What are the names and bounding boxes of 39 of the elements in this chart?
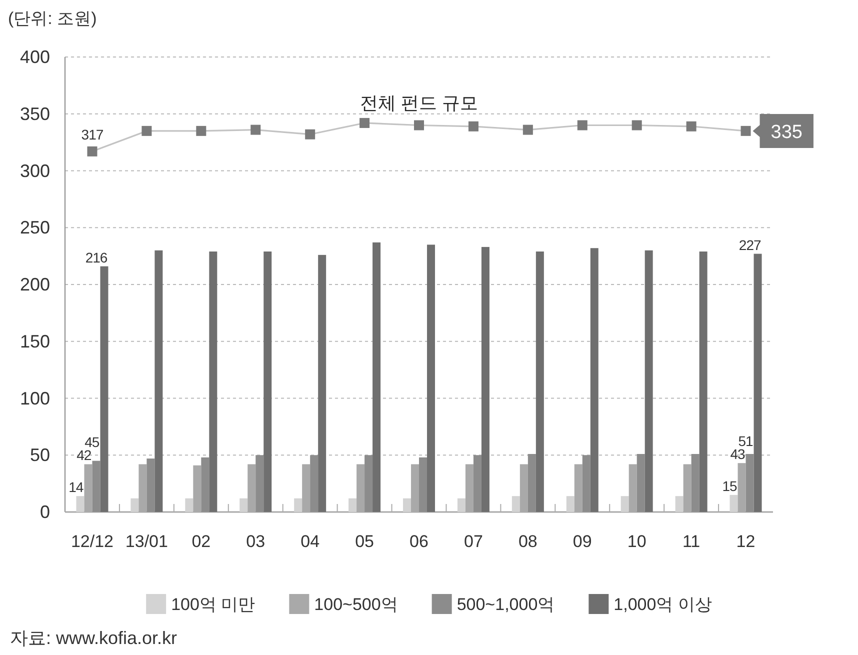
x-tick-label: 08 <box>518 532 538 551</box>
y-tick-label: 200 <box>20 274 50 294</box>
data-label: 42 <box>76 447 92 464</box>
data-label: 15 <box>722 478 737 494</box>
y-tick-label: 50 <box>30 445 50 466</box>
series-name: 전체 펀드 규모 <box>360 92 478 113</box>
y-tick-label: 400 <box>20 47 50 67</box>
x-tick-label: 13/01 <box>125 532 168 551</box>
x-tick-label: 09 <box>572 532 592 551</box>
y-axis-title: (단위: 조원) <box>8 9 97 28</box>
legend-label: 100억 미만 <box>171 595 256 614</box>
x-tick-label: 05 <box>355 532 374 551</box>
y-tick-label: 100 <box>20 388 50 408</box>
data-label: 51 <box>738 432 753 449</box>
y-tick-label: 150 <box>20 331 50 352</box>
legend-label: 100~500억 <box>314 595 398 614</box>
data-label: 216 <box>85 249 108 266</box>
y-tick-label: 300 <box>20 160 50 181</box>
source-note: 자료: www.kofia.or.kr <box>10 628 178 648</box>
x-tick-label: 11 <box>682 532 700 551</box>
data-label: 227 <box>738 236 761 253</box>
legend-label: 500~1,000억 <box>456 595 555 614</box>
legend-label: 1,000억 이상 <box>614 595 712 614</box>
x-tick-label: 10 <box>627 532 646 551</box>
data-label: 14 <box>68 479 84 496</box>
x-tick-label: 03 <box>246 532 266 551</box>
x-tick-label: 07 <box>464 532 483 551</box>
x-tick-label: 06 <box>410 532 428 551</box>
data-label: 317 <box>81 126 104 142</box>
x-tick-label: 12/12 <box>70 532 114 551</box>
data-label: 45 <box>84 434 100 450</box>
y-tick-label: 350 <box>20 104 50 124</box>
x-tick-label: 04 <box>300 532 320 551</box>
y-tick-label: 250 <box>20 218 50 238</box>
data-label: 335 <box>770 122 802 143</box>
y-tick-label: 0 <box>40 502 50 522</box>
data-label: 43 <box>730 446 745 462</box>
x-tick-label: 02 <box>192 532 211 551</box>
x-tick-label: 12 <box>736 532 756 551</box>
